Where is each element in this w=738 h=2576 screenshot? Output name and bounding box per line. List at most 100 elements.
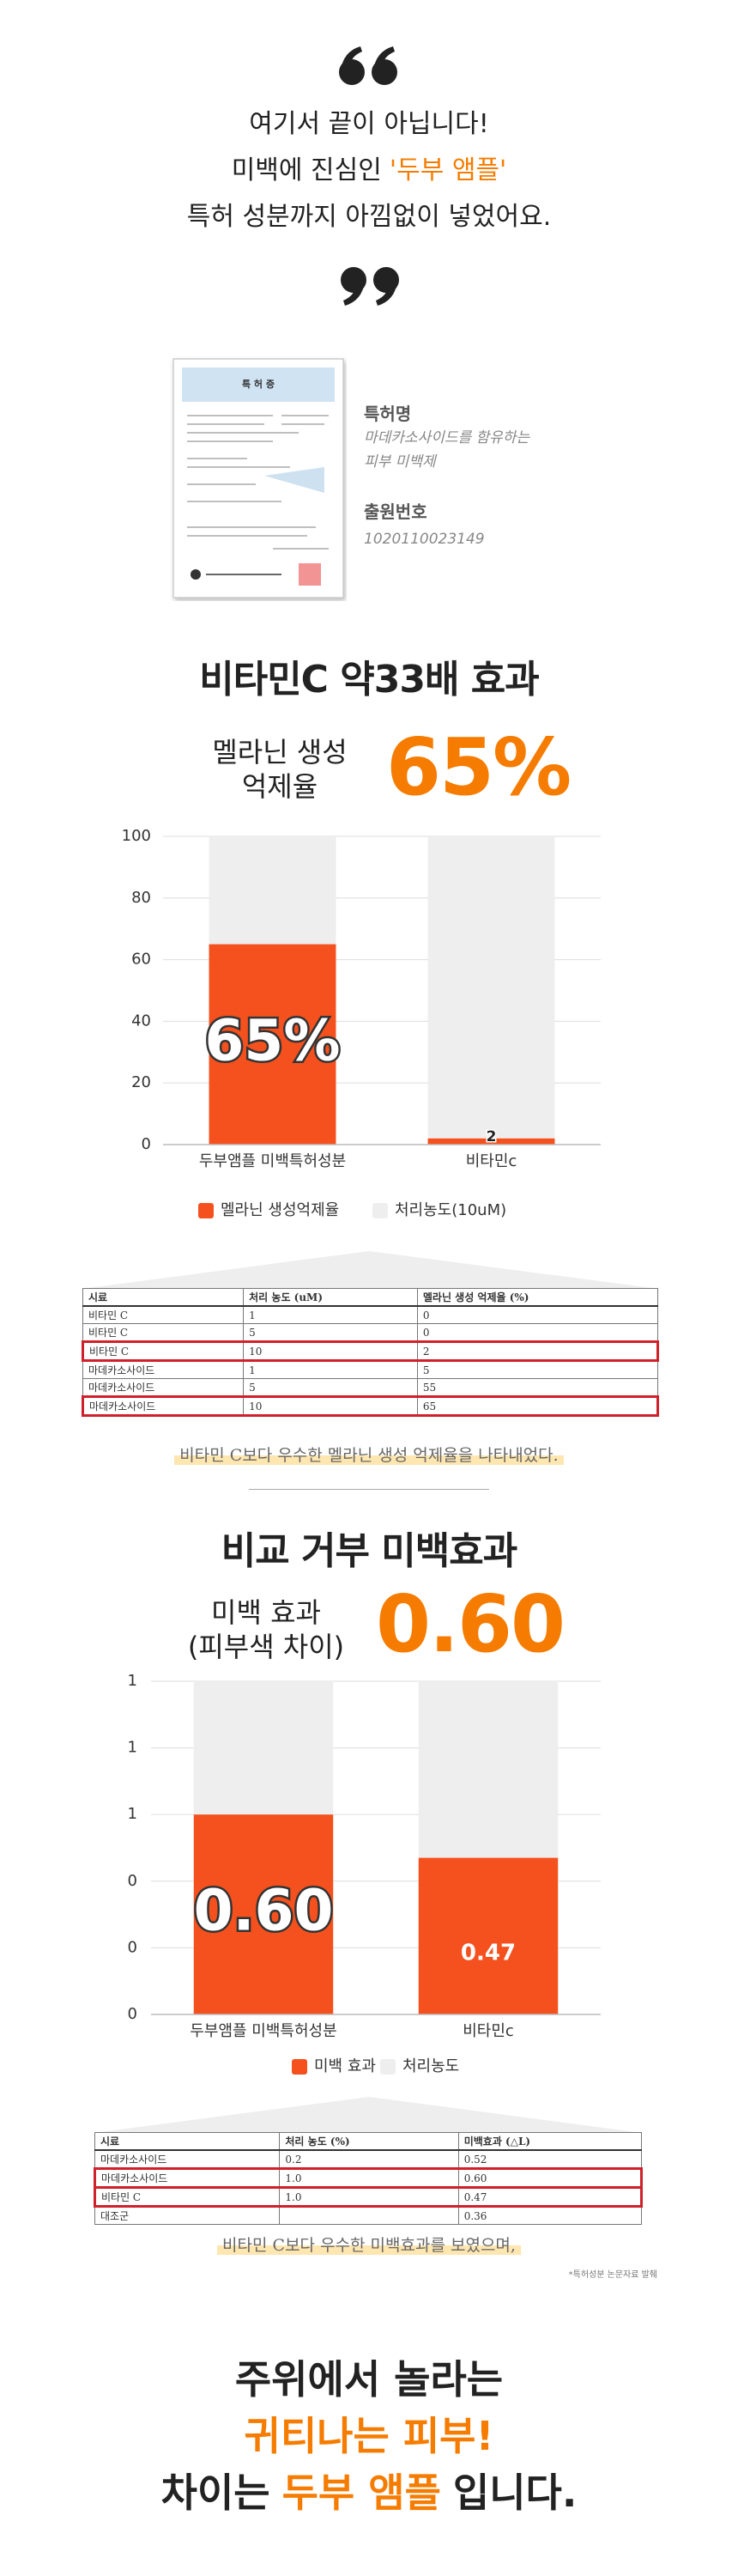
y-tick-label: 100 bbox=[122, 827, 151, 845]
table-cell: 2 bbox=[416, 1340, 660, 1362]
table-row: 마데카소사이드 5 55 bbox=[82, 1378, 659, 1397]
table-cell: 0.47 bbox=[457, 2186, 644, 2208]
metric-label-line: 미백 효과 bbox=[211, 1596, 321, 1629]
table-row: 마데카소사이드 10 65 bbox=[81, 1395, 660, 1417]
y-tick-label: 40 bbox=[131, 1012, 151, 1030]
legend-swatch bbox=[198, 1203, 214, 1218]
table-cell: 0.36 bbox=[457, 2206, 643, 2225]
metric-value: 65% bbox=[386, 721, 572, 813]
table-cell: 0 bbox=[416, 1323, 659, 1342]
ending-highlight: 두부 앰플 bbox=[281, 2470, 441, 2516]
patent-certificate: 특 허 증 bbox=[172, 358, 344, 598]
table-row: 비타민 C 10 2 bbox=[81, 1340, 660, 1362]
x-tick-label: 비타민c bbox=[466, 1152, 517, 1170]
table-row: 대조군 0.36 bbox=[94, 2206, 643, 2225]
patent-name-line: 피부 미백제 bbox=[364, 453, 436, 471]
table-cell: 1.0 bbox=[279, 2167, 459, 2189]
patent-number-label: 출원번호 bbox=[364, 501, 427, 522]
y-tick-label: 0 bbox=[128, 1938, 137, 1956]
table-cell: 5 bbox=[243, 1378, 418, 1397]
metric-label: 멜라닌 생성 억제율 bbox=[168, 735, 391, 804]
table-cell: 1.0 bbox=[279, 2186, 459, 2208]
metric-label-line: (피부색 차이) bbox=[187, 1631, 345, 1663]
table-cell: 5 bbox=[243, 1323, 418, 1342]
legend-swatch bbox=[380, 2059, 396, 2075]
intro-highlight: '두부 앰플' bbox=[389, 155, 507, 185]
y-tick-label: 0 bbox=[128, 2005, 137, 2023]
legend-label: 처리농도 bbox=[402, 2057, 459, 2075]
y-tick-label: 1 bbox=[128, 1739, 137, 1757]
table-header-cell: 시료 bbox=[94, 2132, 281, 2151]
legend-label: 처리농도(10uM) bbox=[395, 1201, 506, 1219]
patent-name-line: 마데카소사이드를 함유하는 bbox=[364, 429, 530, 447]
table-cell: 마데카소사이드 bbox=[81, 1395, 245, 1417]
table-cell: 10 bbox=[243, 1340, 418, 1362]
table-cell: 비타민 C bbox=[93, 2186, 281, 2208]
x-tick-label: 두부앰플 미백특허성분 bbox=[190, 2022, 336, 2040]
table-cell: 마데카소사이드 bbox=[93, 2167, 281, 2189]
table-cell: 0.60 bbox=[457, 2167, 644, 2189]
y-tick-label: 1 bbox=[128, 1672, 137, 1690]
caption-text: 비타민 C보다 우수한 미백효과를 보였으며, bbox=[217, 2236, 521, 2255]
y-tick-label: 80 bbox=[131, 889, 151, 907]
y-tick-label: 20 bbox=[131, 1073, 151, 1091]
intro-line: 여기서 끝이 아닙니다! bbox=[249, 109, 489, 139]
caption: 비타민 C보다 우수한 멜라닌 생성 억제율을 나타내었다. bbox=[0, 1443, 738, 1466]
table-row: 마데카소사이드 0.2 0.52 bbox=[94, 2149, 643, 2169]
caption: 비타민 C보다 우수한 미백효과를 보였으며, bbox=[0, 2233, 738, 2256]
intro-text: 여기서 끝이 아닙니다! 미백에 진심인 '두부 앰플' 특허 성분까지 아낌없이… bbox=[0, 101, 738, 240]
metric-label-line: 멜라닌 생성 bbox=[212, 736, 348, 769]
table-cell bbox=[279, 2206, 459, 2225]
section-heading: 비타민C 약33배 효과 bbox=[199, 658, 540, 702]
x-tick-label: 비타민c bbox=[463, 2022, 514, 2040]
table-cell: 비타민 C bbox=[82, 1305, 245, 1324]
chart: 0 20 40 60 80 100 65% 2 두부앰플 미백특허성분 비타민c 멜라닌 생성억제율… bbox=[122, 827, 601, 1219]
y-tick-label: 0 bbox=[128, 1872, 137, 1890]
table-row: 비타민 C 1.0 0.47 bbox=[93, 2186, 644, 2208]
data-table: 시료 처리 농도 (%) 미백효과 (△L) 마데카소사이드 0.2 0.52 마데카소사이… bbox=[93, 2132, 644, 2225]
data-label: 0.47 bbox=[461, 1940, 516, 1965]
footnote: *특허성분 논문자료 발췌 bbox=[568, 2270, 657, 2280]
ending-line: 귀티나는 피부! bbox=[244, 2413, 494, 2459]
legend-swatch bbox=[292, 2059, 307, 2075]
patent-name-label: 특허명 bbox=[364, 404, 412, 424]
legend-label: 미백 효과 bbox=[314, 2057, 376, 2075]
bar bbox=[427, 836, 555, 1145]
table-cell: 65 bbox=[416, 1395, 660, 1417]
table-row: 마데카소사이드 1.0 0.60 bbox=[93, 2167, 644, 2189]
intro-line: 미백에 진심인 '두부 앰플' bbox=[0, 148, 738, 194]
patent-name: 마데카소사이드를 함유하는 피부 미백제 bbox=[364, 426, 529, 474]
ending-line: 차이는 두부 앰플 입니다. bbox=[0, 2464, 738, 2521]
table-cell: 비타민 C bbox=[81, 1340, 245, 1362]
y-tick-label: 1 bbox=[128, 1805, 137, 1823]
metric-value: 0.60 bbox=[376, 1578, 566, 1670]
table-cell: 마데카소사이드 bbox=[94, 2149, 281, 2169]
table-callout bbox=[94, 2097, 643, 2133]
table-header-cell: 처리 농도 (%) bbox=[279, 2132, 459, 2151]
table-cell: 대조군 bbox=[94, 2206, 281, 2225]
data-label: 2 bbox=[487, 1128, 497, 1145]
ending-part: 입니다. bbox=[452, 2470, 578, 2516]
table-cell: 0.2 bbox=[279, 2149, 459, 2169]
quote-open-icon bbox=[339, 46, 397, 85]
table-cell: 10 bbox=[243, 1395, 418, 1417]
divider bbox=[249, 1489, 489, 1490]
data-label: 65% bbox=[205, 1007, 341, 1073]
table-header-cell: 멜라닌 생성 억제율 (%) bbox=[416, 1288, 659, 1307]
bar bbox=[418, 1857, 559, 2014]
caption-text: 비타민 C보다 우수한 멜라닌 생성 억제율을 나타내었다. bbox=[174, 1446, 564, 1465]
table-cell: 0 bbox=[416, 1305, 659, 1324]
chart: 0 0 0 1 1 1 0.60 0.47 두부앰플 미백특허성분 비타민c 미백 효과 처리농도 bbox=[128, 1672, 601, 2075]
table-header-cell: 시료 bbox=[82, 1288, 245, 1307]
table-cell: 마데카소사이드 bbox=[82, 1360, 245, 1379]
ending-text: 주위에서 놀라는 귀티나는 피부! 차이는 두부 앰플 입니다. bbox=[0, 2351, 738, 2521]
x-tick-label: 두부앰플 미백특허성분 bbox=[199, 1152, 346, 1170]
section-heading: 비교 거부 미백효과 bbox=[221, 1529, 517, 1573]
table-header-cell: 처리 농도 (uM) bbox=[243, 1288, 418, 1307]
patent-number: 1020110023149 bbox=[364, 531, 485, 548]
legend-swatch bbox=[372, 1203, 388, 1218]
